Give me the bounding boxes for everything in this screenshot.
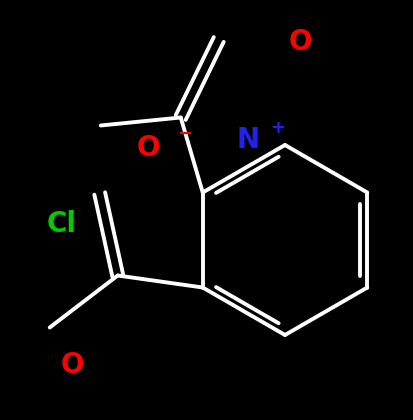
Text: N: N (236, 126, 259, 154)
Text: O: O (288, 28, 312, 56)
Text: −: − (178, 125, 192, 143)
Text: Cl: Cl (47, 210, 77, 238)
Text: O: O (60, 351, 84, 379)
Text: +: + (271, 119, 285, 137)
Text: O: O (136, 134, 160, 162)
